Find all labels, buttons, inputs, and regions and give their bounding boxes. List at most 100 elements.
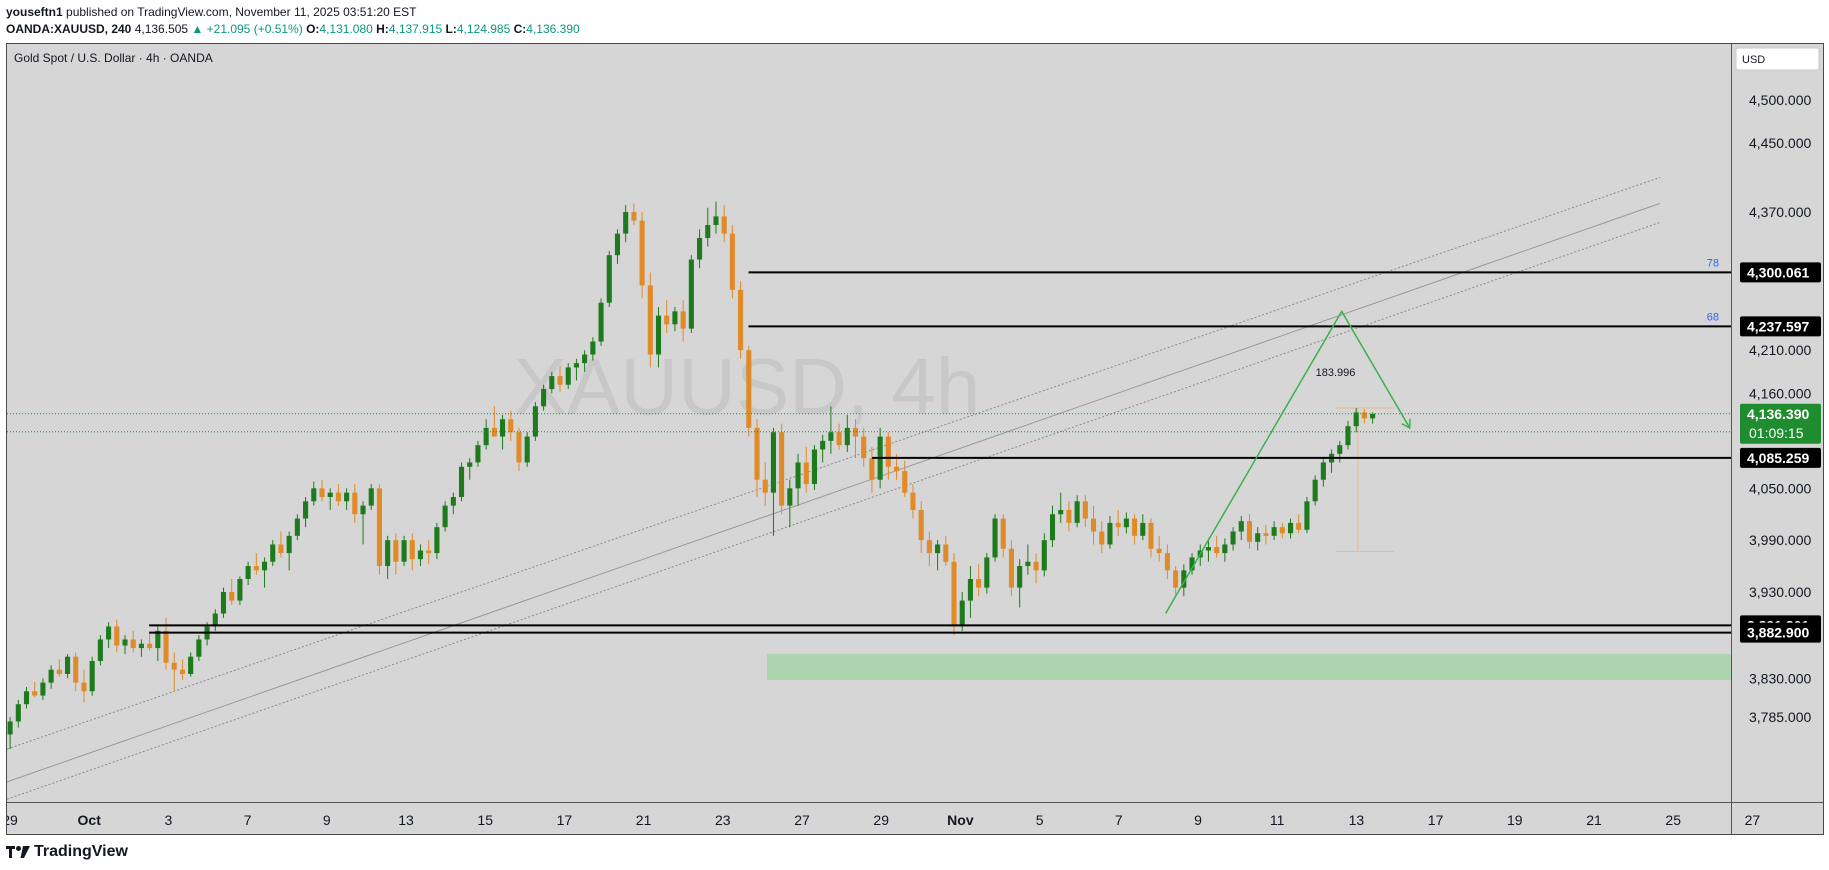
candle-body — [1246, 521, 1253, 542]
candle — [335, 484, 341, 506]
candle — [672, 307, 678, 332]
candle — [647, 272, 653, 368]
current-price-text: 4,136.390 — [1747, 406, 1809, 422]
footer: TradingView — [6, 842, 128, 862]
candle-body — [910, 492, 916, 510]
x-tick-label: 21 — [636, 812, 652, 828]
chart-frame[interactable]: XAUUSD, 4h 183.996 4,500.000 4,450.000 4,3… — [6, 43, 1824, 835]
candle-body — [1132, 518, 1138, 536]
candle — [122, 635, 128, 655]
candle — [811, 445, 818, 491]
currency-label: USD — [1742, 54, 1765, 66]
candle-body — [524, 436, 530, 463]
x-tick-label: 15 — [477, 812, 493, 828]
candle — [450, 492, 456, 515]
candle-body — [721, 216, 727, 234]
candle-body — [631, 212, 637, 221]
candle-body — [122, 639, 128, 646]
chart-title: Gold Spot / U.S. Dollar · 4h · OANDA — [14, 51, 213, 65]
candle-body — [1263, 533, 1269, 536]
low-value: 4,124.985 — [456, 22, 511, 36]
candle — [393, 533, 399, 575]
candle-body — [319, 488, 325, 497]
candle — [106, 622, 112, 649]
candle-body — [491, 427, 497, 437]
candle — [992, 514, 998, 562]
candle-body — [155, 630, 161, 649]
candle-body — [1017, 566, 1023, 588]
candle — [828, 406, 834, 454]
candle — [1238, 515, 1244, 541]
candle — [196, 635, 202, 662]
candle — [311, 481, 317, 506]
candle — [573, 358, 579, 381]
level-price-label: 3,882.900 — [1740, 622, 1821, 643]
candle — [943, 535, 949, 567]
candle — [598, 298, 604, 346]
candle-body — [738, 289, 744, 351]
level-price-box — [1740, 316, 1821, 337]
candle — [89, 656, 95, 696]
candle-body — [516, 432, 522, 463]
candle — [1025, 544, 1031, 575]
candle — [721, 205, 727, 243]
candle — [549, 371, 555, 394]
candle-body — [1361, 412, 1367, 419]
candle-body — [508, 419, 514, 433]
candle-body — [212, 613, 218, 627]
high-value: 4,137.915 — [388, 22, 443, 36]
candle-body — [541, 389, 547, 407]
candle-body — [56, 669, 62, 674]
candle-body — [450, 496, 456, 506]
candle — [48, 665, 54, 689]
candle-body — [434, 527, 440, 554]
candle — [697, 229, 703, 269]
candle — [1033, 553, 1039, 584]
brand-name[interactable]: TradingView — [34, 843, 128, 860]
candle — [803, 446, 809, 493]
candle-body — [705, 225, 711, 238]
candle-body — [894, 466, 900, 472]
candle-body — [1230, 531, 1236, 545]
candle — [606, 250, 612, 308]
projection-path — [1164, 309, 1411, 614]
candle-body — [647, 285, 653, 355]
candle — [426, 540, 432, 565]
currency-selector[interactable] — [1735, 47, 1820, 71]
candle — [23, 686, 30, 709]
y-tick-label: 4,370.000 — [1749, 204, 1811, 220]
candle-body — [1123, 518, 1129, 528]
candle — [967, 566, 973, 618]
candle — [787, 479, 793, 528]
candle — [951, 553, 957, 636]
price-chart[interactable]: XAUUSD, 4h 183.996 4,500.0004,450.0004,3… — [7, 44, 1823, 834]
candle — [984, 553, 990, 594]
candle — [516, 427, 522, 472]
candle — [655, 307, 662, 368]
candle-body — [32, 691, 38, 696]
fib-label: 68 — [1707, 311, 1719, 323]
candle — [1345, 420, 1351, 450]
candle — [385, 535, 391, 579]
x-tick-label: 9 — [323, 812, 331, 828]
x-tick-label: 11 — [1270, 812, 1285, 828]
x-tick-label: 17 — [1428, 812, 1444, 828]
candle-body — [376, 488, 382, 567]
open-value: 4,131.080 — [319, 22, 373, 36]
level-price-box — [1740, 447, 1821, 468]
candle — [926, 531, 932, 567]
candle — [1123, 512, 1129, 534]
candle-body — [606, 255, 612, 303]
symbol-label[interactable]: OANDA:XAUUSD, 240 — [6, 22, 132, 36]
candle-body — [500, 419, 506, 437]
candle-body — [40, 682, 46, 696]
candle — [680, 300, 686, 342]
candle — [32, 681, 38, 698]
author-name[interactable]: youseftn1 — [6, 5, 63, 19]
candle-body — [984, 557, 990, 588]
candle — [762, 462, 768, 506]
candle — [15, 699, 21, 728]
candle — [65, 654, 71, 679]
candle — [1164, 544, 1170, 579]
candle-body — [754, 427, 760, 480]
